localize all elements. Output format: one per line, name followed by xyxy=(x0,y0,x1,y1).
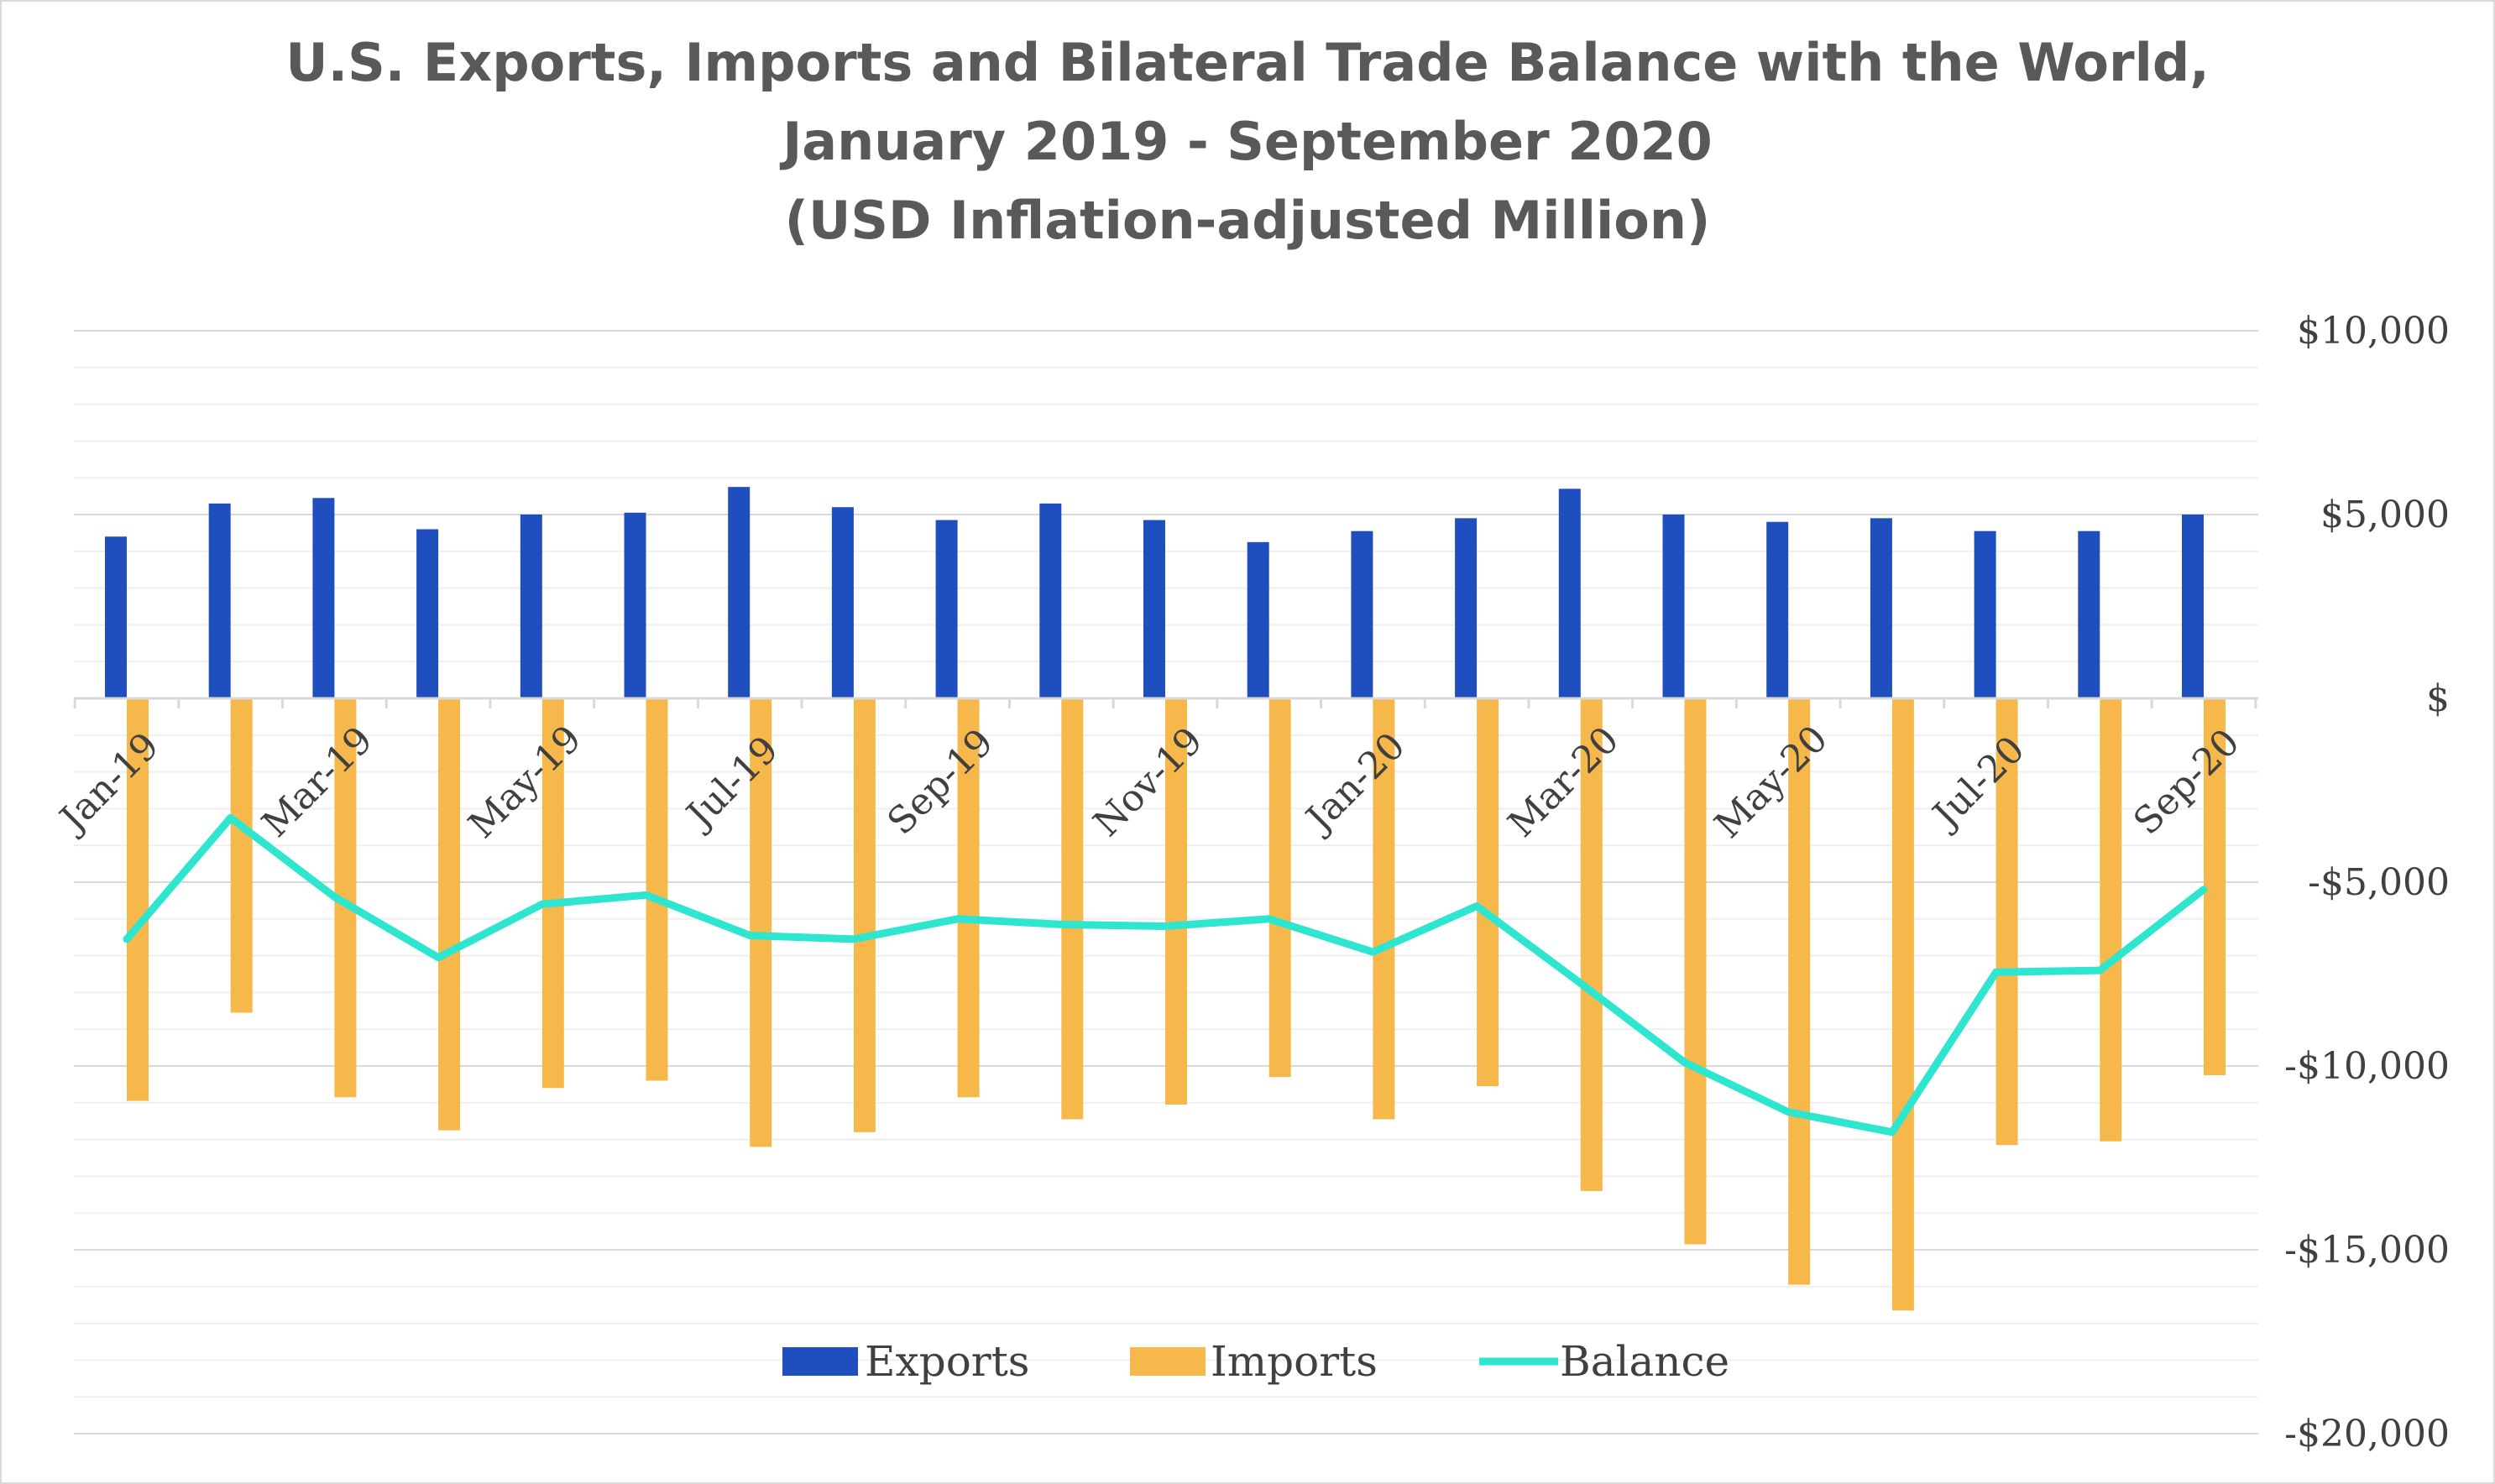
exports-bar xyxy=(208,503,231,698)
exports-bar xyxy=(416,529,439,698)
balance-point xyxy=(1579,982,1582,985)
y-tick-label: -$5,000 xyxy=(2308,861,2450,904)
exports-bar xyxy=(1455,518,1478,698)
balance-point xyxy=(2203,888,2205,891)
x-tick-label: Sep-20 xyxy=(2126,721,2248,844)
balance-point xyxy=(1268,917,1270,920)
x-tick-label: May-19 xyxy=(460,718,589,847)
balance-point xyxy=(1164,925,1166,928)
legend-label-imports: Imports xyxy=(1211,1337,1378,1386)
balance-point xyxy=(645,894,647,896)
imports-bar xyxy=(646,698,668,1081)
imports-bar xyxy=(541,698,564,1089)
exports-bar xyxy=(1558,489,1581,698)
legend: Exports Imports Balance xyxy=(782,1337,1729,1386)
imports-bar xyxy=(853,698,876,1132)
x-axis-tick-labels: Jan-19 Mar-19 May-19 Jul-19 Sep-19 Nov-19 Jan-… xyxy=(50,718,2247,847)
balance-point xyxy=(1787,1110,1790,1113)
balance-point xyxy=(1683,1061,1686,1063)
exports-bar xyxy=(1766,521,1789,698)
imports-bar xyxy=(1477,698,1499,1087)
imports-bar xyxy=(1165,698,1187,1105)
imports-bar xyxy=(1891,698,1914,1311)
legend-label-balance: Balance xyxy=(1560,1337,1729,1386)
imports-bar xyxy=(1684,698,1707,1245)
imports-bar xyxy=(1061,698,1084,1120)
exports-bar xyxy=(2078,530,2100,698)
exports-bar xyxy=(831,507,854,698)
x-tick-label: Jan-20 xyxy=(1296,724,1414,842)
chart-title-line-3: (USD Inflation-adjusted Million) xyxy=(784,190,1711,251)
balance-point xyxy=(1995,971,1997,974)
balance-point xyxy=(852,938,855,940)
legend-swatch-exports xyxy=(782,1347,858,1376)
y-tick-label: -$20,000 xyxy=(2284,1413,2450,1455)
y-tick-label: $5,000 xyxy=(2320,494,2450,536)
legend-label-exports: Exports xyxy=(865,1337,1029,1386)
balance-point xyxy=(2099,969,2101,972)
chart-title-line-2: January 2019 - September 2020 xyxy=(782,111,1713,172)
chart-title: U.S. Exports, Imports and Bilateral Trad… xyxy=(0,24,2495,260)
balance-point xyxy=(956,917,959,920)
imports-bar xyxy=(1373,698,1395,1120)
y-tick-label: $10,000 xyxy=(2297,310,2450,353)
exports-bar xyxy=(935,520,958,698)
chart-title-line-1: U.S. Exports, Imports and Bilateral Trad… xyxy=(285,32,2210,93)
exports-bar xyxy=(728,487,751,698)
imports-bar xyxy=(2204,698,2226,1075)
balance-point xyxy=(229,817,232,819)
exports-bar xyxy=(1039,503,1062,698)
balance-point xyxy=(333,896,336,898)
balance-point xyxy=(1891,1131,1893,1133)
imports-bar xyxy=(750,698,772,1147)
exports-bar xyxy=(624,512,646,698)
exports-bar xyxy=(1247,541,1269,698)
balance-point xyxy=(437,956,440,959)
bars xyxy=(105,487,2226,1311)
imports-bar xyxy=(127,698,149,1101)
imports-bar xyxy=(1580,698,1603,1191)
balance-point xyxy=(1372,951,1374,954)
imports-bar xyxy=(1995,698,2018,1146)
exports-bar xyxy=(1662,515,1685,698)
x-tick-label: Sep-19 xyxy=(879,721,1002,844)
x-tick-label: Mar-19 xyxy=(254,718,380,845)
exports-bar xyxy=(1143,520,1165,698)
exports-bar xyxy=(1351,530,1373,698)
balance-point xyxy=(1476,905,1478,907)
exports-bar xyxy=(2182,515,2204,698)
y-tick-label: $ xyxy=(2426,677,2450,720)
x-tick-label: Jan-19 xyxy=(50,724,167,842)
y-axis-tick-labels: $10,000 $5,000 $ -$5,000 -$10,000 -$15,000 -$2… xyxy=(2284,310,2450,1455)
x-tick-label: Nov-19 xyxy=(1085,719,1211,845)
balance-point xyxy=(1060,923,1063,926)
y-tick-label: -$15,000 xyxy=(2284,1229,2450,1272)
balance-line xyxy=(123,813,2208,1137)
exports-bar xyxy=(1974,530,1996,698)
balance-point xyxy=(749,934,751,937)
exports-bar xyxy=(520,515,542,698)
imports-bar xyxy=(230,698,253,1013)
balance-point xyxy=(126,938,128,940)
exports-bar xyxy=(312,498,335,698)
imports-bar xyxy=(957,698,980,1098)
imports-bar xyxy=(438,698,461,1131)
imports-bar xyxy=(2100,698,2122,1142)
x-tick-label: Mar-20 xyxy=(1500,718,1627,845)
balance-point xyxy=(541,903,543,906)
exports-bar xyxy=(1870,518,1892,698)
legend-swatch-imports xyxy=(1130,1347,1206,1376)
x-axis xyxy=(73,697,2258,708)
x-tick-label: May-20 xyxy=(1707,718,1836,847)
y-tick-label: -$10,000 xyxy=(2284,1045,2450,1088)
exports-bar xyxy=(105,536,127,698)
imports-bar xyxy=(1788,698,1811,1285)
imports-bar xyxy=(1268,698,1291,1078)
